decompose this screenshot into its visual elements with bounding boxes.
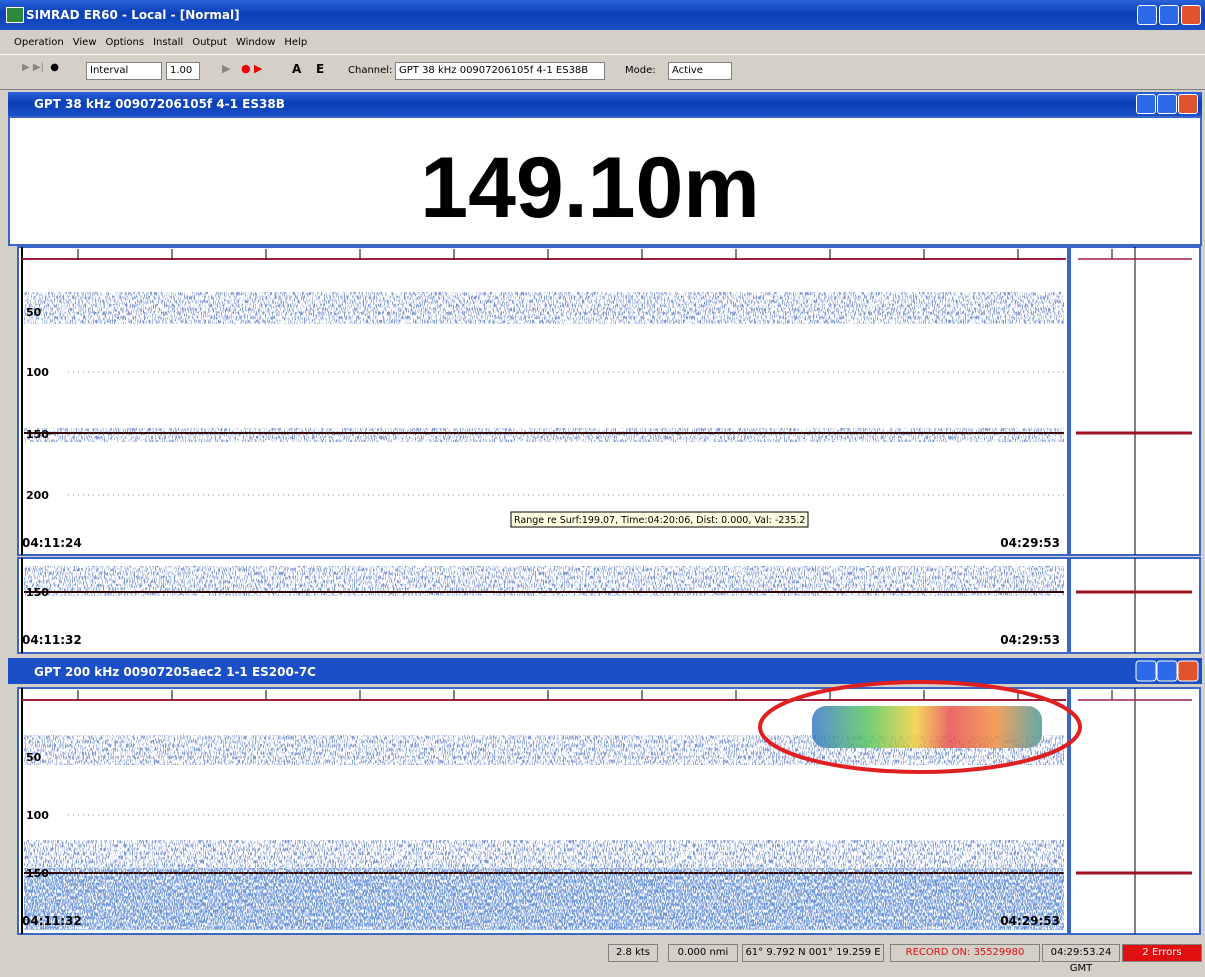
status-field: 2.8 kts <box>608 944 658 962</box>
echo-band <box>24 840 1064 868</box>
window-button[interactable] <box>1136 661 1156 681</box>
depth-label: 150 <box>26 428 49 441</box>
end-time: 04:29:53 <box>1000 633 1060 647</box>
depth-label: 150 <box>26 867 49 880</box>
depth-label: 100 <box>26 809 49 822</box>
status-field: 2 Errors <box>1122 944 1202 962</box>
depth-label: 50 <box>26 306 42 319</box>
fish-school <box>812 706 1042 748</box>
start-time: 04:11:32 <box>22 914 82 928</box>
end-time: 04:29:53 <box>1000 914 1060 928</box>
window-button[interactable] <box>1178 661 1198 681</box>
depth-label: 50 <box>26 751 42 764</box>
start-time: 04:11:24 <box>22 536 82 550</box>
echo-band <box>24 868 1064 930</box>
window-button[interactable] <box>1157 661 1177 681</box>
status-field: 04:29:53.24 GMT <box>1042 944 1120 962</box>
tooltip-text: Range re Surf:199.07, Time:04:20:06, Dis… <box>514 515 805 526</box>
status-field: RECORD ON: 35529980 <box>890 944 1040 962</box>
echo-band <box>24 292 1064 324</box>
screen: {"window": {"title": "SIMRAD ER60 - Loca… <box>0 0 1205 963</box>
status-field: 0.000 nmi <box>668 944 738 962</box>
depth-label: 100 <box>26 366 49 379</box>
status-field: 61° 9.792 N 001° 19.259 E <box>742 944 884 962</box>
start-time: 04:11:32 <box>22 633 82 647</box>
end-time: 04:29:53 <box>1000 536 1060 550</box>
echo-band <box>24 428 1064 442</box>
depth-label: 150 <box>26 586 49 599</box>
echogram-layer: 50 100 150 200 04:11:24 04:29:53 Range re Surf… <box>0 0 1205 963</box>
depth-label: 200 <box>26 489 49 502</box>
panel-title: GPT 200 kHz 00907205aec2 1-1 ES200-7C <box>34 665 316 679</box>
